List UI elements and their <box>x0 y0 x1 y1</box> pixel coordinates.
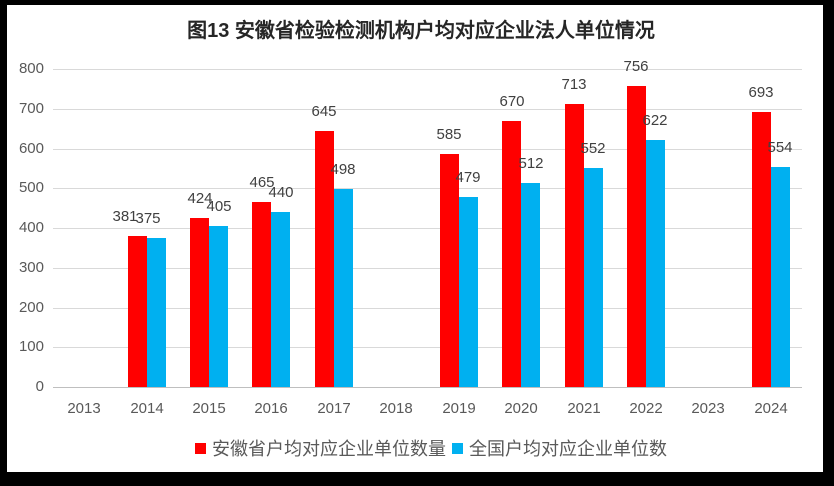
bar-national <box>147 238 166 387</box>
gridline <box>53 109 802 110</box>
bar-national <box>521 183 540 387</box>
bar-anhui <box>315 131 334 387</box>
bar-value-label: 693 <box>748 84 774 101</box>
y-tick-label: 400 <box>18 219 44 236</box>
x-tick-label: 2022 <box>629 400 663 417</box>
x-tick-label: 2014 <box>130 400 164 417</box>
x-tick-label: 2017 <box>317 400 351 417</box>
bar-value-label: 756 <box>623 58 649 75</box>
x-axis-line <box>53 387 802 388</box>
bar-national <box>646 140 665 387</box>
legend-swatch-anhui-icon <box>195 442 206 454</box>
y-tick-label: 600 <box>18 140 44 157</box>
legend-swatch-national-icon <box>452 442 463 454</box>
legend-label-national: 全国户均对应企业单位数 <box>469 439 667 459</box>
bar-value-label: 465 <box>249 174 275 191</box>
x-tick-label: 2021 <box>567 400 601 417</box>
bar-value-label: 424 <box>187 190 213 207</box>
bar-value-label: 479 <box>455 169 481 186</box>
bar-value-label: 554 <box>767 139 793 156</box>
gridline <box>53 149 802 150</box>
bar-value-label: 512 <box>518 155 544 172</box>
bar-national <box>209 226 228 387</box>
bar-anhui <box>440 154 459 387</box>
bar-value-label: 585 <box>436 126 462 143</box>
legend-label-anhui: 安徽省户均对应企业单位数量 <box>212 439 446 459</box>
bar-value-label: 713 <box>561 76 587 93</box>
x-tick-label: 2018 <box>379 400 413 417</box>
bar-value-label: 622 <box>642 112 668 129</box>
y-tick-label: 300 <box>18 259 44 276</box>
gridline <box>53 268 802 269</box>
gridline <box>53 188 802 189</box>
bar-value-label: 381 <box>112 208 138 225</box>
x-tick-label: 2016 <box>254 400 288 417</box>
x-tick-label: 2019 <box>442 400 476 417</box>
y-tick-label: 200 <box>18 299 44 316</box>
x-tick-label: 2024 <box>754 400 788 417</box>
bar-value-label: 440 <box>268 184 294 201</box>
y-tick-label: 700 <box>18 100 44 117</box>
bar-anhui <box>752 112 771 387</box>
bar-value-label: 405 <box>206 198 232 215</box>
bar-value-label: 375 <box>135 210 161 227</box>
bar-value-label: 498 <box>330 161 356 178</box>
y-tick-label: 800 <box>18 60 44 77</box>
bar-anhui <box>502 121 521 387</box>
bar-anhui <box>128 236 147 387</box>
y-tick-label: 100 <box>18 338 44 355</box>
bar-value-label: 670 <box>499 93 525 110</box>
x-tick-label: 2023 <box>691 400 725 417</box>
bar-national <box>771 167 790 387</box>
chart-area: 图13 安徽省检验检测机构户均对应企业法人单位情况 0 100 200 300 400 5… <box>7 5 823 472</box>
bar-national <box>459 197 478 387</box>
gridline <box>53 228 802 229</box>
x-tick-label: 2015 <box>192 400 226 417</box>
x-tick-label: 2013 <box>67 400 101 417</box>
y-tick-label: 0 <box>35 378 44 395</box>
bar-value-label: 552 <box>580 140 606 157</box>
bar-national <box>271 212 290 387</box>
y-tick-label: 500 <box>18 179 44 196</box>
bar-anhui <box>190 218 209 387</box>
gridline <box>53 308 802 309</box>
bar-anhui <box>565 104 584 387</box>
bar-anhui <box>627 86 646 387</box>
bar-value-label: 645 <box>311 103 337 120</box>
bar-national <box>334 189 353 387</box>
x-tick-label: 2020 <box>504 400 538 417</box>
chart-title: 图13 安徽省检验检测机构户均对应企业法人单位情况 <box>187 20 655 42</box>
bar-national <box>584 168 603 387</box>
bar-anhui <box>252 202 271 387</box>
gridline <box>53 69 802 70</box>
gridline <box>53 347 802 348</box>
legend: 安徽省户均对应企业单位数量 全国户均对应企业单位数 <box>195 438 667 459</box>
